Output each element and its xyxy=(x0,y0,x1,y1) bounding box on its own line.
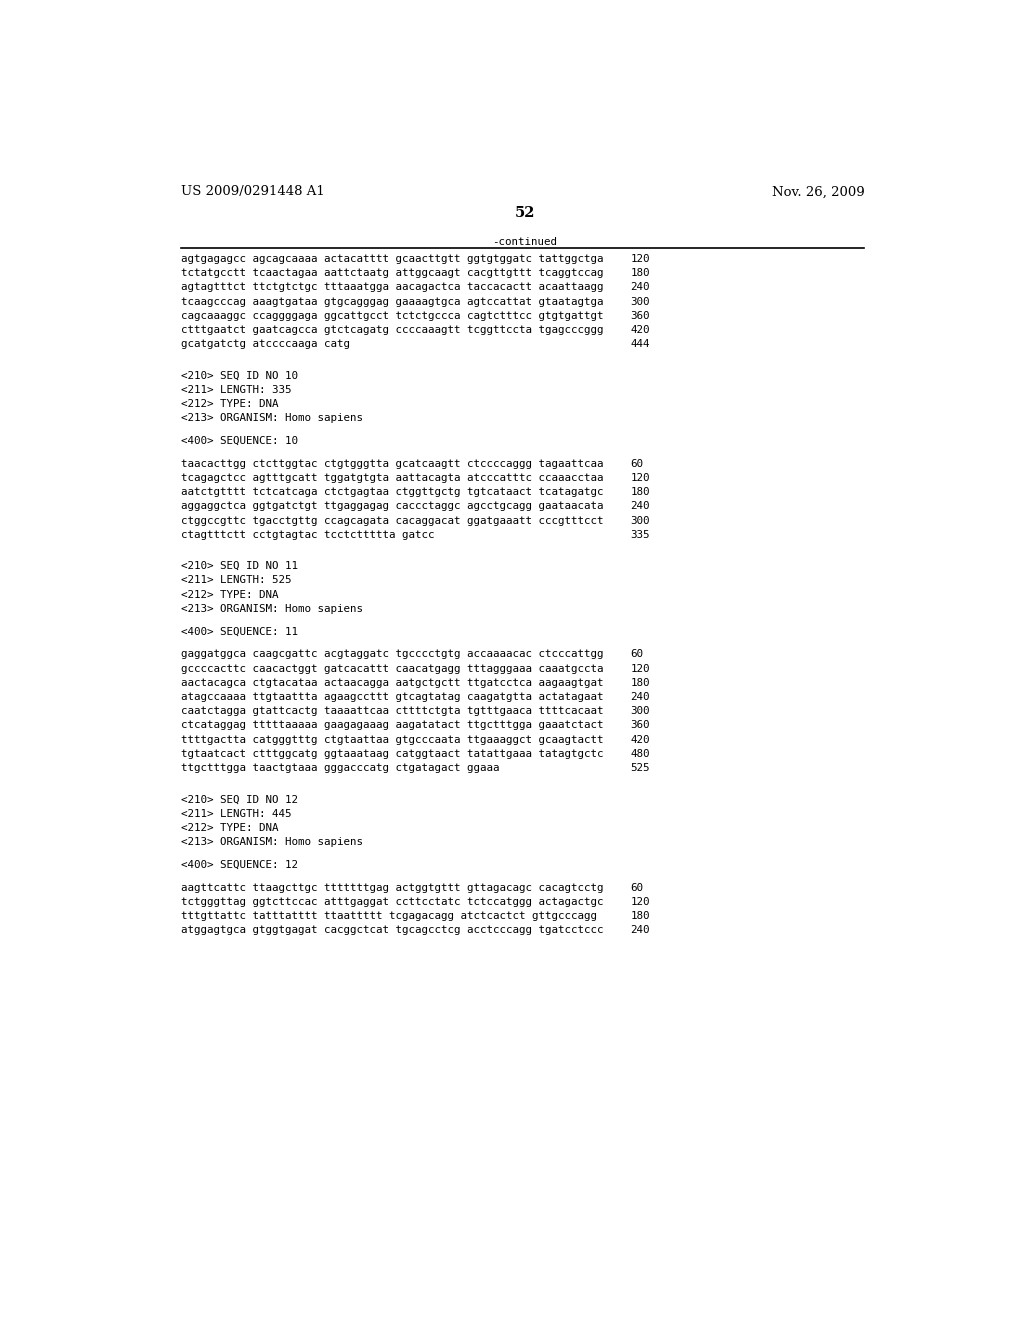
Text: aatctgtttt tctcatcaga ctctgagtaa ctggttgctg tgtcataact tcatagatgc: aatctgtttt tctcatcaga ctctgagtaa ctggttg… xyxy=(180,487,603,498)
Text: 420: 420 xyxy=(630,325,649,335)
Text: tgtaatcact ctttggcatg ggtaaataag catggtaact tatattgaaa tatagtgctc: tgtaatcact ctttggcatg ggtaaataag catggta… xyxy=(180,748,603,759)
Text: 180: 180 xyxy=(630,487,649,498)
Text: 180: 180 xyxy=(630,911,649,921)
Text: tctgggttag ggtcttccac atttgaggat ccttcctatc tctccatggg actagactgc: tctgggttag ggtcttccac atttgaggat ccttcct… xyxy=(180,896,603,907)
Text: gcatgatctg atccccaaga catg: gcatgatctg atccccaaga catg xyxy=(180,339,350,350)
Text: 480: 480 xyxy=(630,748,649,759)
Text: <213> ORGANISM: Homo sapiens: <213> ORGANISM: Homo sapiens xyxy=(180,837,362,847)
Text: 52: 52 xyxy=(514,206,536,220)
Text: ctggccgttc tgacctgttg ccagcagata cacaggacat ggatgaaatt cccgtttcct: ctggccgttc tgacctgttg ccagcagata cacagga… xyxy=(180,516,603,525)
Text: <210> SEQ ID NO 10: <210> SEQ ID NO 10 xyxy=(180,371,298,380)
Text: cagcaaaggc ccaggggaga ggcattgcct tctctgccca cagtctttcc gtgtgattgt: cagcaaaggc ccaggggaga ggcattgcct tctctgc… xyxy=(180,312,603,321)
Text: aactacagca ctgtacataa actaacagga aatgctgctt ttgatcctca aagaagtgat: aactacagca ctgtacataa actaacagga aatgctg… xyxy=(180,677,603,688)
Text: agtgagagcc agcagcaaaa actacatttt gcaacttgtt ggtgtggatc tattggctga: agtgagagcc agcagcaaaa actacatttt gcaactt… xyxy=(180,253,603,264)
Text: <212> TYPE: DNA: <212> TYPE: DNA xyxy=(180,590,279,599)
Text: 444: 444 xyxy=(630,339,649,350)
Text: tttgttattc tatttatttt ttaattttt tcgagacagg atctcactct gttgcccagg: tttgttattc tatttatttt ttaattttt tcgagaca… xyxy=(180,911,597,921)
Text: gccccacttc caacactggt gatcacattt caacatgagg tttagggaaa caaatgccta: gccccacttc caacactggt gatcacattt caacatg… xyxy=(180,664,603,673)
Text: gaggatggca caagcgattc acgtaggatc tgcccctgtg accaaaacac ctcccattgg: gaggatggca caagcgattc acgtaggatc tgcccct… xyxy=(180,649,603,659)
Text: tcagagctcc agtttgcatt tggatgtgta aattacagta atcccatttc ccaaacctaa: tcagagctcc agtttgcatt tggatgtgta aattaca… xyxy=(180,473,603,483)
Text: 180: 180 xyxy=(630,677,649,688)
Text: ttttgactta catgggtttg ctgtaattaa gtgcccaata ttgaaaggct gcaagtactt: ttttgactta catgggtttg ctgtaattaa gtgccca… xyxy=(180,735,603,744)
Text: taacacttgg ctcttggtac ctgtgggtta gcatcaagtt ctccccaggg tagaattcaa: taacacttgg ctcttggtac ctgtgggtta gcatcaa… xyxy=(180,459,603,469)
Text: aggaggctca ggtgatctgt ttgaggagag caccctaggc agcctgcagg gaataacata: aggaggctca ggtgatctgt ttgaggagag cacccta… xyxy=(180,502,603,511)
Text: <400> SEQUENCE: 10: <400> SEQUENCE: 10 xyxy=(180,436,298,446)
Text: 60: 60 xyxy=(630,649,643,659)
Text: 420: 420 xyxy=(630,735,649,744)
Text: <212> TYPE: DNA: <212> TYPE: DNA xyxy=(180,399,279,409)
Text: <211> LENGTH: 525: <211> LENGTH: 525 xyxy=(180,576,291,585)
Text: <212> TYPE: DNA: <212> TYPE: DNA xyxy=(180,822,279,833)
Text: 180: 180 xyxy=(630,268,649,279)
Text: 300: 300 xyxy=(630,706,649,717)
Text: <210> SEQ ID NO 11: <210> SEQ ID NO 11 xyxy=(180,561,298,572)
Text: Nov. 26, 2009: Nov. 26, 2009 xyxy=(771,185,864,198)
Text: 300: 300 xyxy=(630,516,649,525)
Text: atagccaaaa ttgtaattta agaagccttt gtcagtatag caagatgtta actatagaat: atagccaaaa ttgtaattta agaagccttt gtcagta… xyxy=(180,692,603,702)
Text: 240: 240 xyxy=(630,282,649,292)
Text: 240: 240 xyxy=(630,925,649,936)
Text: -continued: -continued xyxy=(493,238,557,247)
Text: atggagtgca gtggtgagat cacggctcat tgcagcctcg acctcccagg tgatcctccc: atggagtgca gtggtgagat cacggctcat tgcagcc… xyxy=(180,925,603,936)
Text: 240: 240 xyxy=(630,502,649,511)
Text: <211> LENGTH: 445: <211> LENGTH: 445 xyxy=(180,809,291,818)
Text: <400> SEQUENCE: 11: <400> SEQUENCE: 11 xyxy=(180,627,298,636)
Text: 525: 525 xyxy=(630,763,649,774)
Text: <213> ORGANISM: Homo sapiens: <213> ORGANISM: Homo sapiens xyxy=(180,603,362,614)
Text: <211> LENGTH: 335: <211> LENGTH: 335 xyxy=(180,385,291,395)
Text: tctatgcctt tcaactagaa aattctaatg attggcaagt cacgttgttt tcaggtccag: tctatgcctt tcaactagaa aattctaatg attggca… xyxy=(180,268,603,279)
Text: 120: 120 xyxy=(630,664,649,673)
Text: caatctagga gtattcactg taaaattcaa cttttctgta tgtttgaaca ttttcacaat: caatctagga gtattcactg taaaattcaa cttttct… xyxy=(180,706,603,717)
Text: 120: 120 xyxy=(630,253,649,264)
Text: US 2009/0291448 A1: US 2009/0291448 A1 xyxy=(180,185,325,198)
Text: aagttcattc ttaagcttgc tttttttgag actggtgttt gttagacagc cacagtcctg: aagttcattc ttaagcttgc tttttttgag actggtg… xyxy=(180,883,603,892)
Text: 300: 300 xyxy=(630,297,649,306)
Text: ctagtttctt cctgtagtac tcctcttttta gatcc: ctagtttctt cctgtagtac tcctcttttta gatcc xyxy=(180,529,434,540)
Text: 360: 360 xyxy=(630,312,649,321)
Text: 60: 60 xyxy=(630,459,643,469)
Text: <210> SEQ ID NO 12: <210> SEQ ID NO 12 xyxy=(180,795,298,804)
Text: ctttgaatct gaatcagcca gtctcagatg ccccaaagtt tcggttccta tgagcccggg: ctttgaatct gaatcagcca gtctcagatg ccccaaa… xyxy=(180,325,603,335)
Text: 360: 360 xyxy=(630,721,649,730)
Text: <213> ORGANISM: Homo sapiens: <213> ORGANISM: Homo sapiens xyxy=(180,413,362,424)
Text: 120: 120 xyxy=(630,896,649,907)
Text: ttgctttgga taactgtaaa gggacccatg ctgatagact ggaaa: ttgctttgga taactgtaaa gggacccatg ctgatag… xyxy=(180,763,500,774)
Text: 240: 240 xyxy=(630,692,649,702)
Text: tcaagcccag aaagtgataa gtgcagggag gaaaagtgca agtccattat gtaatagtga: tcaagcccag aaagtgataa gtgcagggag gaaaagt… xyxy=(180,297,603,306)
Text: 335: 335 xyxy=(630,529,649,540)
Text: ctcataggag tttttaaaaa gaagagaaag aagatatact ttgctttgga gaaatctact: ctcataggag tttttaaaaa gaagagaaag aagatat… xyxy=(180,721,603,730)
Text: <400> SEQUENCE: 12: <400> SEQUENCE: 12 xyxy=(180,859,298,870)
Text: agtagtttct ttctgtctgc tttaaatgga aacagactca taccacactt acaattaagg: agtagtttct ttctgtctgc tttaaatgga aacagac… xyxy=(180,282,603,292)
Text: 60: 60 xyxy=(630,883,643,892)
Text: 120: 120 xyxy=(630,473,649,483)
